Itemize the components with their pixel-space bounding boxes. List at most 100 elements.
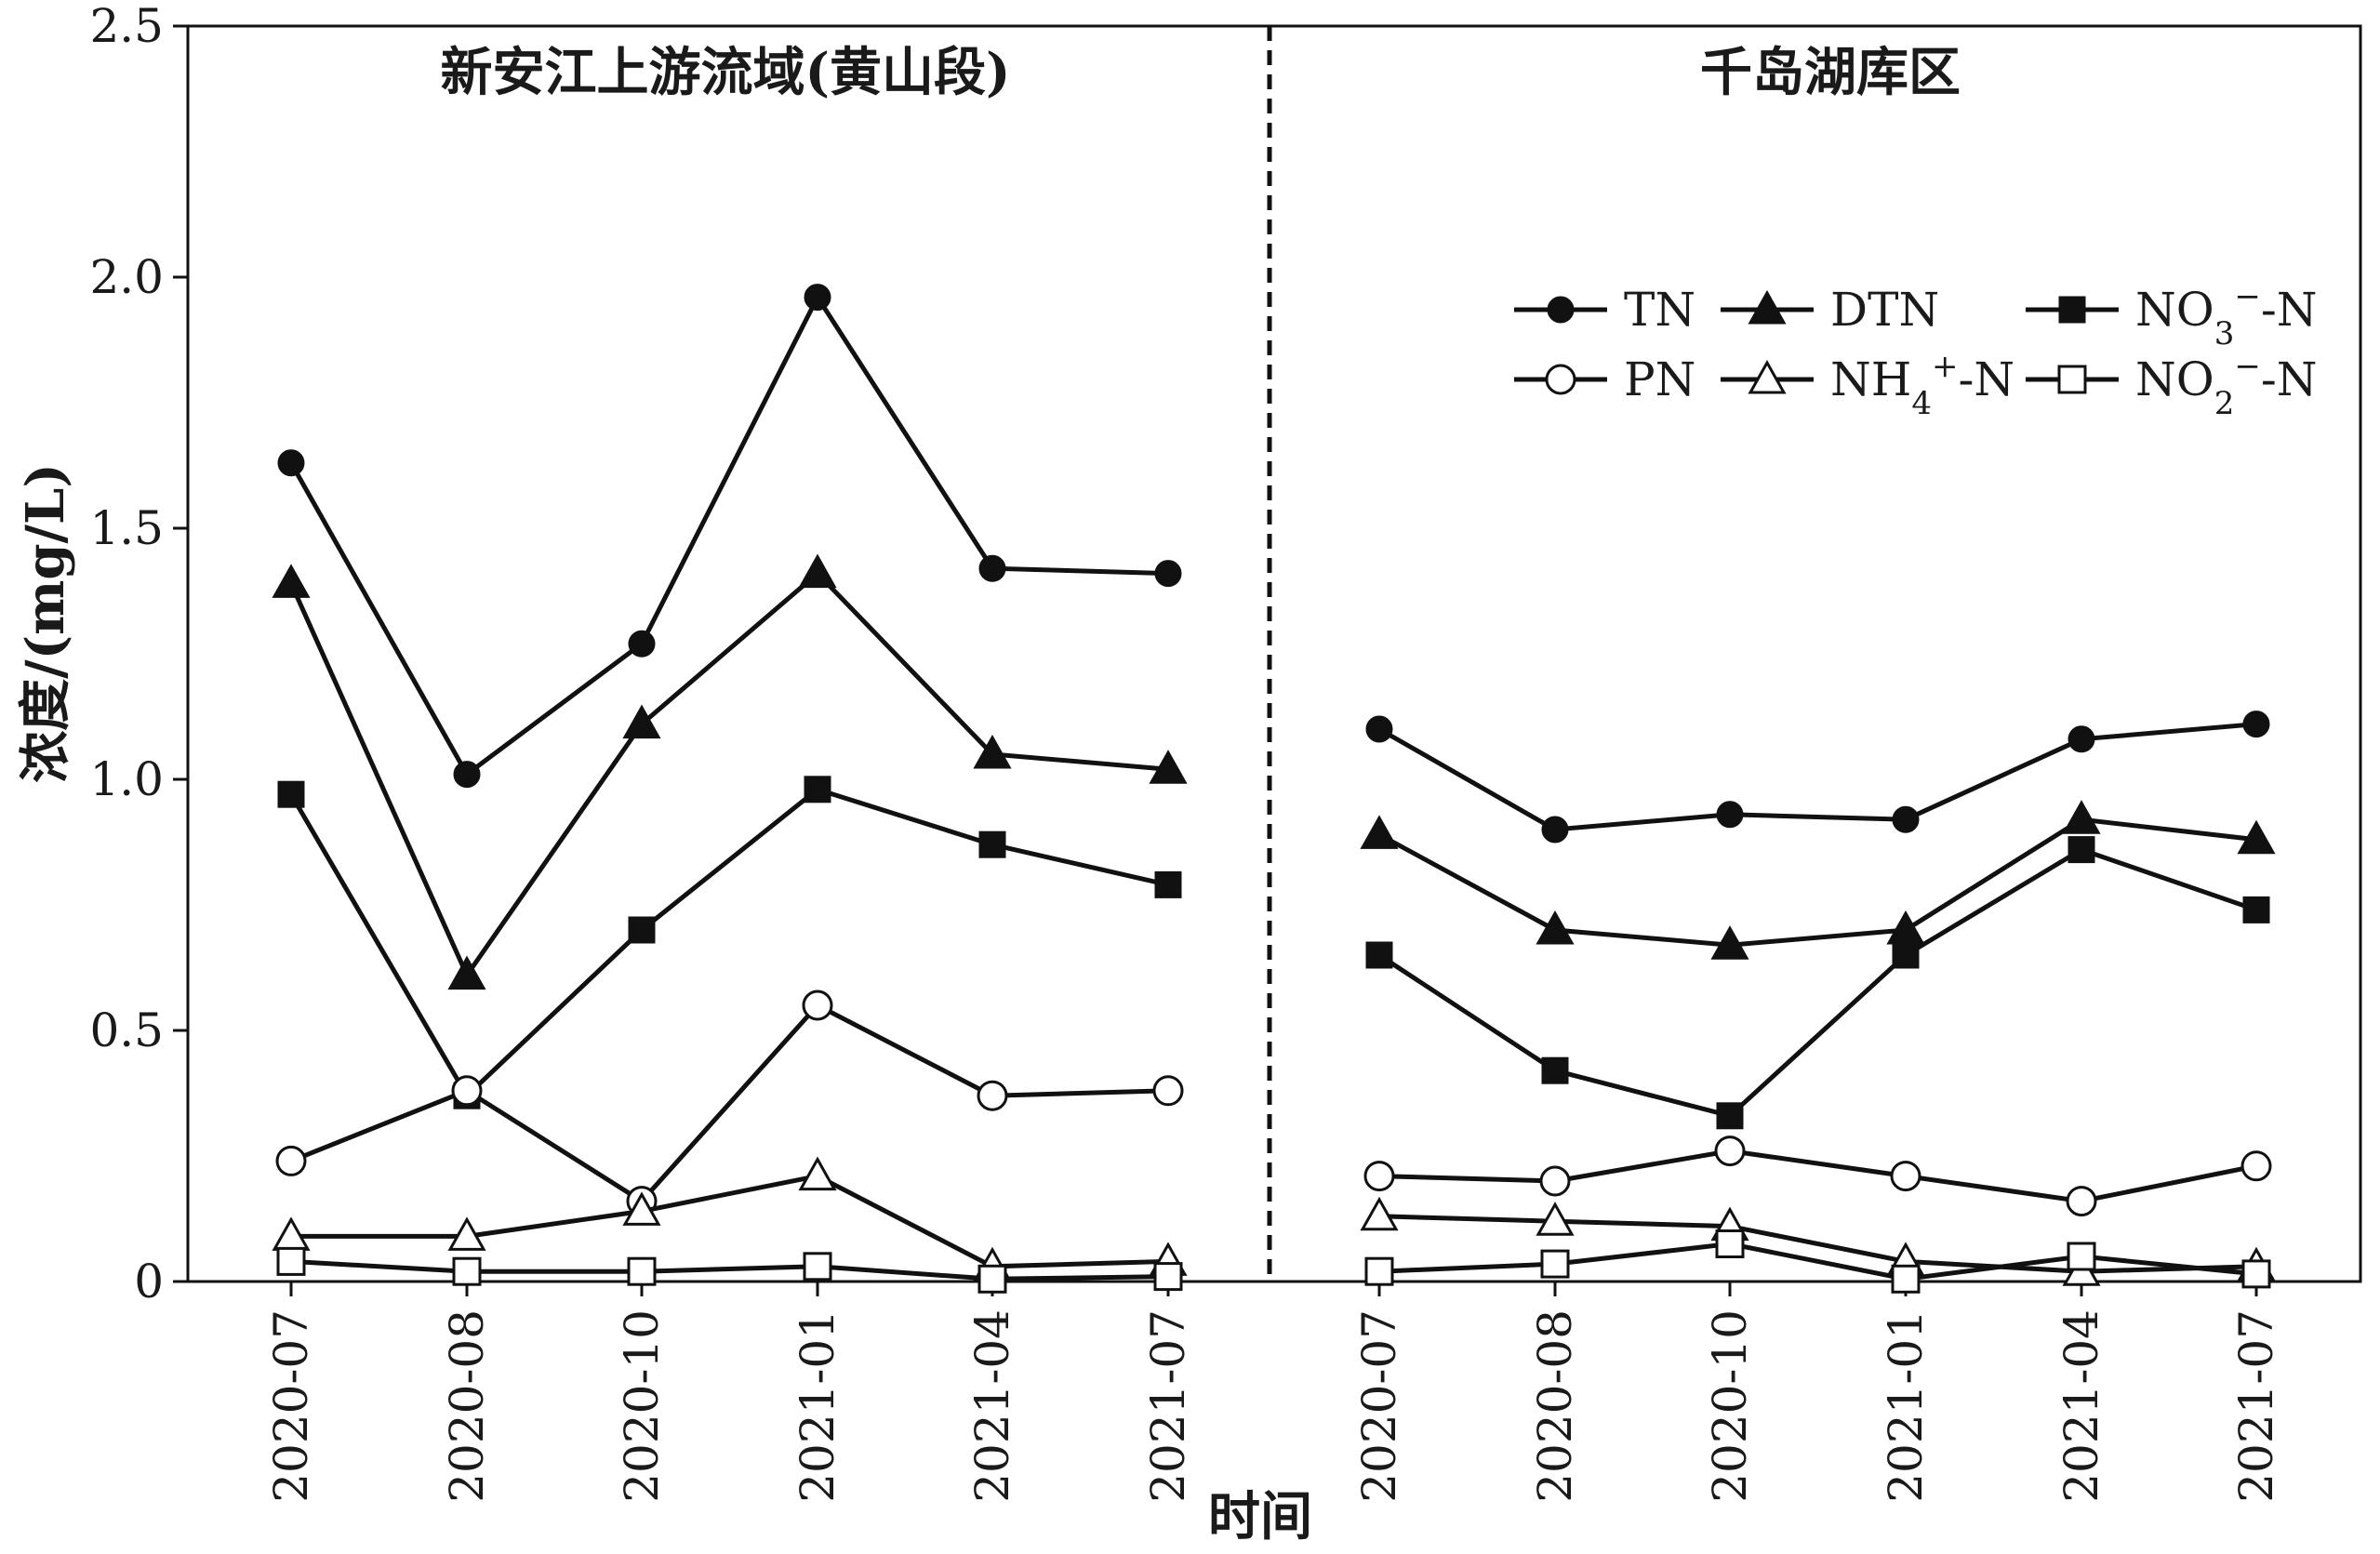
axes: 0 0.5 1.0 1.5 2.0 2.5 浓度/(mg/L) 时间 2020-07 2020-0… bbox=[15, 0, 2283, 1547]
y-tick-label: 1.0 bbox=[89, 752, 164, 806]
data-point bbox=[1541, 1056, 1569, 1084]
data-point bbox=[802, 990, 833, 1021]
x-axis-title: 时间 bbox=[1208, 1486, 1312, 1547]
data-point bbox=[1892, 805, 1920, 833]
data-point bbox=[277, 780, 305, 808]
x-tick-label: 2021-04 bbox=[2054, 1309, 2108, 1503]
series-line bbox=[1378, 1241, 2257, 1282]
data-point bbox=[1716, 801, 1744, 829]
series-line bbox=[288, 787, 1169, 1100]
series-nh4-panel-1 bbox=[272, 1156, 1188, 1282]
x-tick-label: 2021-01 bbox=[1879, 1309, 1933, 1503]
data-point bbox=[276, 1246, 306, 1276]
series-line bbox=[1378, 1149, 2257, 1204]
data-point bbox=[1365, 715, 1393, 743]
data-point bbox=[2067, 1242, 2096, 1271]
data-point bbox=[1715, 1229, 1745, 1258]
x-tick-label: 2020-10 bbox=[615, 1309, 669, 1503]
legend-item-tn: TN bbox=[1514, 283, 1695, 337]
data-point bbox=[973, 734, 1012, 769]
data-point bbox=[2241, 1259, 2271, 1289]
legend-label: TN bbox=[1624, 283, 1695, 337]
legend-label: NH4+-N bbox=[1830, 348, 2014, 422]
data-point bbox=[1365, 941, 1393, 969]
series-line bbox=[288, 570, 1169, 980]
data-point bbox=[627, 1256, 657, 1286]
x-tick-label: 2021-07 bbox=[2229, 1309, 2283, 1503]
series-pn-panel-1 bbox=[275, 990, 1184, 1217]
data-point bbox=[1360, 1196, 1399, 1231]
x-tick-label: 2020-07 bbox=[264, 1309, 318, 1503]
series-line bbox=[288, 292, 1169, 778]
data-point bbox=[1153, 1262, 1183, 1292]
data-point bbox=[804, 284, 831, 312]
data-point bbox=[2068, 836, 2095, 864]
data-point bbox=[447, 1216, 486, 1251]
legend-marker bbox=[1748, 289, 1787, 325]
series-line bbox=[291, 1173, 1169, 1269]
legend: TN DTN NO3−-N PN NH4+-N NO2−-N bbox=[1514, 278, 2318, 422]
data-point bbox=[2066, 1186, 2097, 1217]
data-point bbox=[628, 630, 656, 657]
data-point bbox=[1710, 925, 1749, 960]
series-no3-panel-1 bbox=[277, 776, 1182, 1109]
legend-item-pn: PN bbox=[1514, 352, 1695, 406]
series-line bbox=[1378, 1214, 2257, 1274]
legend-marker bbox=[2058, 296, 2086, 324]
legend-marker bbox=[1748, 359, 1787, 394]
y-tick-label: 0.5 bbox=[89, 1003, 164, 1057]
series-line bbox=[1377, 817, 2257, 948]
legend-item-nh4: NH4+-N bbox=[1721, 348, 2014, 422]
data-point bbox=[1536, 910, 1575, 945]
data-point bbox=[452, 1256, 482, 1286]
data-point bbox=[1541, 816, 1569, 843]
series-group bbox=[272, 284, 2276, 1294]
legend-label: NO2−-N bbox=[2135, 348, 2318, 422]
x-tick-label: 2020-10 bbox=[1703, 1309, 1757, 1503]
legend-item-dtn: DTN bbox=[1721, 283, 1939, 337]
x-tick-label: 2020-08 bbox=[1528, 1309, 1582, 1503]
x-tick-label: 2021-07 bbox=[1141, 1309, 1195, 1503]
data-point bbox=[2242, 896, 2270, 923]
y-tick-label: 0 bbox=[134, 1255, 164, 1308]
plot-frame bbox=[186, 24, 2362, 1283]
data-point bbox=[2237, 819, 2276, 855]
series-line bbox=[1377, 846, 2257, 1119]
series-no2-panel-1 bbox=[276, 1246, 1183, 1294]
data-point bbox=[798, 553, 837, 589]
legend-item-no3: NO3−-N bbox=[2026, 278, 2318, 352]
data-point bbox=[804, 776, 831, 804]
y-tick-label: 2.5 bbox=[89, 0, 164, 53]
data-point bbox=[447, 955, 486, 990]
x-tick-label: 2020-07 bbox=[1352, 1309, 1406, 1503]
panel-title: 新安江上游流域(黄山段) bbox=[441, 42, 1011, 103]
data-point bbox=[1716, 1102, 1744, 1130]
panel-title: 千岛湖库区 bbox=[1700, 42, 1961, 103]
data-point bbox=[272, 564, 311, 598]
data-point bbox=[1154, 870, 1182, 898]
data-point bbox=[1714, 1136, 1746, 1167]
data-point bbox=[2242, 711, 2270, 738]
data-point bbox=[1360, 815, 1399, 849]
data-point bbox=[977, 1080, 1008, 1111]
data-point bbox=[1363, 1161, 1395, 1192]
data-point bbox=[453, 761, 481, 789]
series-no2-panel-2 bbox=[1364, 1229, 2271, 1294]
titles: 新安江上游流域(黄山段) 千岛湖库区 bbox=[441, 42, 1961, 103]
legend-marker bbox=[1547, 296, 1575, 324]
series-dtn-panel-1 bbox=[272, 553, 1188, 990]
data-point bbox=[1892, 941, 1920, 969]
data-point bbox=[977, 1264, 1007, 1294]
data-point bbox=[277, 449, 305, 477]
data-point bbox=[275, 1145, 307, 1176]
data-point bbox=[1536, 1202, 1575, 1236]
legend-item-no2: NO2−-N bbox=[2026, 348, 2318, 422]
data-point bbox=[803, 1252, 832, 1282]
legend-label: PN bbox=[1624, 352, 1695, 406]
series-dtn-panel-2 bbox=[1360, 800, 2276, 960]
legend-label: NO3−-N bbox=[2135, 278, 2318, 352]
data-point bbox=[628, 916, 656, 944]
data-point bbox=[1152, 1075, 1184, 1107]
